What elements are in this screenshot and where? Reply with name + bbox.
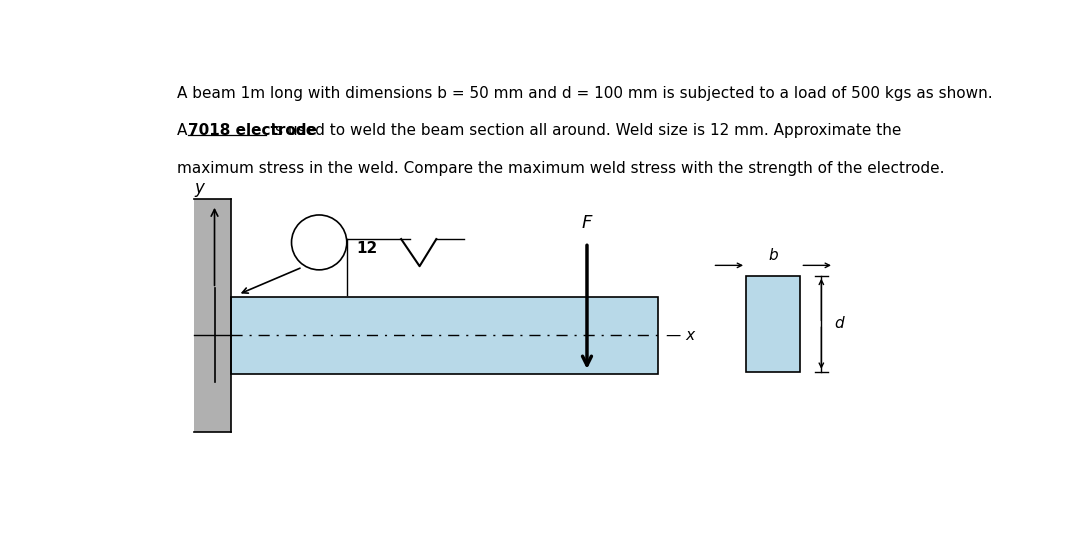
Text: maximum stress in the weld. Compare the maximum weld stress with the strength of: maximum stress in the weld. Compare the … — [177, 161, 944, 176]
Text: b: b — [768, 248, 778, 263]
Bar — [193, 198, 231, 433]
Text: — x: — x — [666, 328, 696, 343]
Text: A: A — [177, 124, 192, 138]
Text: F: F — [582, 214, 592, 232]
Text: d: d — [834, 317, 843, 331]
Text: y: y — [194, 178, 204, 197]
Text: 7018 electrode: 7018 electrode — [188, 124, 316, 138]
Text: A beam 1m long with dimensions b = 50 mm and d = 100 mm is subjected to a load o: A beam 1m long with dimensions b = 50 mm… — [177, 86, 993, 101]
Text: 12: 12 — [356, 241, 378, 256]
Text: is used to weld the beam section all around. Weld size is 12 mm. Approximate the: is used to weld the beam section all aro… — [266, 124, 901, 138]
Bar — [231, 296, 658, 374]
Bar — [746, 276, 800, 372]
